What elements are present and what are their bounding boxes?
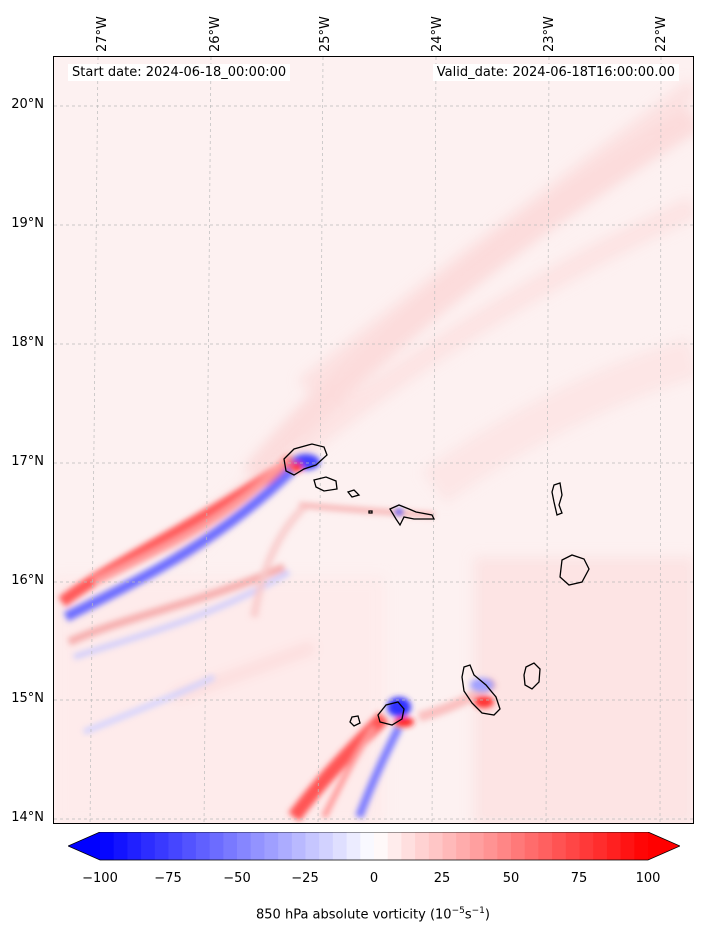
colorbar-segment (415, 832, 430, 860)
colorbar-segment (469, 832, 485, 860)
colorbar-segment (579, 832, 594, 860)
island-santo-antao (283, 443, 328, 476)
colorbar-segment (223, 832, 238, 860)
island-sao-vicente (313, 476, 338, 492)
colorbar-segment (264, 832, 279, 860)
colorbar-segment (250, 832, 265, 860)
lon-label-27w: 27°W (95, 16, 110, 52)
colorbar-tick: 50 (502, 871, 520, 886)
colorbar-segment (195, 832, 211, 860)
colorbar-segment (305, 832, 320, 860)
colorbar-segment (346, 832, 361, 860)
colorbar-segment (209, 832, 224, 860)
colorbar-segment (442, 832, 457, 860)
colorbar-tick: 75 (570, 871, 588, 886)
gridlines (54, 57, 693, 823)
colorbar-segment (113, 832, 128, 860)
lat-label-14n: 14°N (11, 810, 44, 825)
island-sao-nicolau (389, 504, 436, 527)
colorbar-segment (511, 832, 526, 860)
colorbar-tick: 25 (433, 871, 451, 886)
colorbar-segment (593, 832, 608, 860)
colorbar-segment (319, 832, 334, 860)
island-fogo (377, 701, 405, 726)
island-maio (523, 662, 541, 690)
lat-label-15n: 15°N (11, 691, 44, 706)
colorbar-label: 850 hPa absolute vorticity (10−5s−1) (256, 906, 490, 922)
valid-date-label: Valid_date: 2024-06-18T16:00:00.00 (432, 64, 679, 81)
colorbar-segment (291, 832, 306, 860)
island-brava (349, 715, 361, 727)
colorbar-tick: −50 (223, 871, 251, 886)
colorbar-segment (524, 832, 539, 860)
colorbar-segment (483, 832, 498, 860)
colorbar-segment (237, 832, 252, 860)
colorbar-segment (278, 832, 293, 860)
start-date-label: Start date: 2024-06-18_00:00:00 (68, 64, 291, 81)
colorbar-extend-low (68, 832, 100, 860)
colorbar (68, 832, 680, 861)
lat-label-20n: 20°N (11, 97, 44, 112)
colorbar-segment (538, 832, 553, 860)
colorbar-segment (552, 832, 567, 860)
colorbar-segment (127, 832, 142, 860)
colorbar-segment (620, 832, 635, 860)
island-santiago (461, 664, 501, 716)
lat-label-19n: 19°N (11, 216, 44, 231)
colorbar-label-end: ) (484, 907, 490, 923)
colorbar-segment (182, 832, 197, 860)
colorbar-segment (497, 832, 512, 860)
colorbar-outline (68, 832, 680, 861)
lon-label-25w: 25°W (318, 16, 333, 52)
colorbar-tick: 0 (369, 871, 379, 886)
colorbar-segment (100, 832, 115, 860)
lat-label-18n: 18°N (11, 335, 44, 350)
colorbar-segment (360, 832, 375, 860)
island-branco (368, 510, 373, 514)
colorbar-segment (374, 832, 389, 860)
colorbar-segments (100, 832, 649, 860)
colorbar-segment (332, 832, 348, 860)
colorbar-segment (387, 832, 402, 860)
map-canvas (54, 57, 693, 823)
colorbar-label-mid: s (464, 907, 472, 923)
colorbar-segment (154, 832, 169, 860)
island-vorticity (291, 454, 494, 727)
lon-label-22w: 22°W (654, 16, 669, 52)
colorbar-segment (634, 832, 649, 860)
colorbar-segment (428, 832, 443, 860)
lat-label-16n: 16°N (11, 573, 44, 588)
colorbar-label-exp2: −1 (471, 906, 485, 916)
colorbar-extend-high (648, 832, 680, 860)
coastlines (283, 443, 590, 727)
colorbar-segment (456, 832, 471, 860)
wake-streak-southwest (82, 674, 216, 735)
island-boa-vista (559, 554, 590, 586)
colorbar-segment (606, 832, 622, 860)
colorbar-segment (168, 832, 183, 860)
colorbar-segment (401, 832, 416, 860)
wake-streak-north (58, 454, 435, 660)
background-vorticity-bands (54, 79, 693, 823)
colorbar-label-main: 850 hPa absolute vorticity (10 (256, 907, 452, 923)
lat-label-17n: 17°N (11, 454, 44, 469)
colorbar-label-exp1: −5 (451, 906, 465, 916)
island-sal (551, 482, 563, 516)
lon-label-23w: 23°W (542, 16, 557, 52)
vorticity-map: Start date: 2024-06-18_00:00:00 Valid_da… (53, 56, 694, 824)
island-santa-luzia (346, 489, 361, 498)
lon-label-24w: 24°W (430, 16, 445, 52)
colorbar-tick: −25 (291, 871, 319, 886)
lon-label-26w: 26°W (208, 16, 223, 52)
colorbar-tick: 100 (635, 871, 661, 886)
colorbar-segment (141, 832, 156, 860)
colorbar-tick: −100 (82, 871, 118, 886)
colorbar-segment (565, 832, 580, 860)
colorbar-tick: −75 (154, 871, 182, 886)
